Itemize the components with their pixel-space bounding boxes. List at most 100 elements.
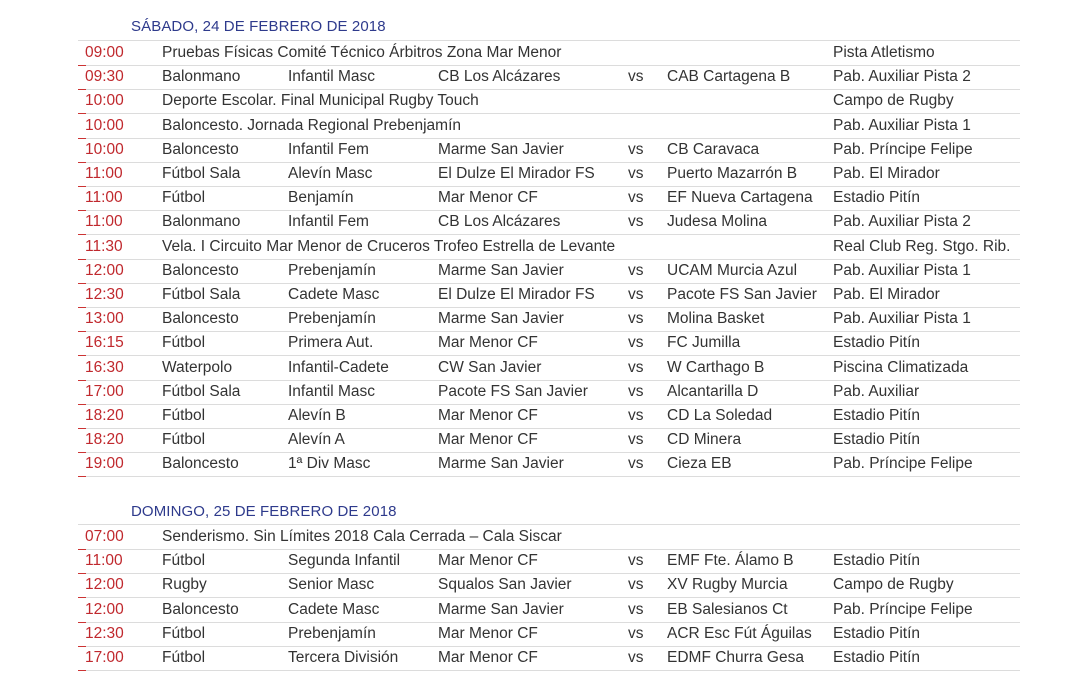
category-cell: Prebenjamín [288, 624, 376, 642]
away-team-cell: EB Salesianos Ct [667, 600, 788, 618]
venue-cell: Estadio Pitín [833, 189, 921, 207]
schedule-row: 10:00 Baloncesto. Jornada Regional Preben… [78, 114, 1020, 139]
schedule-row: 16:15 Fútbol Primera Aut. Mar Menor CF vs FC … [78, 331, 1020, 357]
home-team-cell: Marme San Javier [438, 261, 564, 279]
time-cell: 10:00 [85, 92, 124, 110]
vs-label: vs [628, 576, 644, 594]
home-team-cell: Marme San Javier [438, 310, 564, 328]
home-team-cell: El Dulze El Mirador FS [438, 286, 595, 303]
vs-label: vs [628, 140, 644, 158]
category-cell: Segunda Infantil [288, 552, 401, 570]
divider [78, 40, 1020, 41]
schedule-row: 16:30 Waterpolo Infantil-Cadete CW San Javi… [78, 356, 1020, 381]
category-cell: Prebenjamín [288, 261, 376, 279]
vs-label: vs [628, 213, 644, 231]
category-cell: Prebenjamín [288, 310, 376, 328]
vs-label: vs [628, 407, 644, 424]
vs-label: vs [628, 68, 644, 86]
time-cell: 11:30 [85, 237, 123, 255]
away-team-cell: ACR Esc Fút Águilas [667, 624, 812, 642]
time-cell: 09:30 [85, 68, 124, 86]
schedule-row: 09:30 Balonmano Infantil Masc CB Los Alcáza… [78, 65, 1020, 91]
category-cell: Infantil-Cadete [288, 358, 389, 376]
venue-cell: Pab. Príncipe Felipe [833, 455, 973, 473]
schedule-row: 13:00 Baloncesto Prebenjamín Marme San Javi… [78, 307, 1020, 333]
sport-cell: Rugby [162, 576, 207, 594]
time-cell: 12:00 [85, 600, 124, 618]
venue-cell: Pab. Príncipe Felipe [833, 600, 973, 618]
schedule-row: 17:00 Fútbol Tercera División Mar Menor CF v… [78, 646, 1020, 671]
home-team-cell: Marme San Javier [438, 455, 564, 473]
away-team-cell: W Carthago B [667, 358, 765, 376]
venue-cell: Piscina Climatizada [833, 358, 969, 376]
category-cell: Alevín B [288, 407, 346, 424]
time-cell: 11:00 [85, 165, 123, 182]
venue-cell: Pab. El Mirador [833, 165, 940, 182]
home-team-cell: Mar Menor CF [438, 334, 538, 352]
away-team-cell: CD Minera [667, 431, 742, 449]
venue-cell: Estadio Pitín [833, 334, 921, 352]
away-team-cell: CD La Soledad [667, 407, 773, 424]
vs-label: vs [628, 431, 644, 449]
divider [78, 524, 1020, 525]
home-team-cell: Mar Menor CF [438, 189, 538, 207]
vs-label: vs [628, 189, 644, 207]
home-team-cell: Marme San Javier [438, 600, 564, 618]
time-cell: 19:00 [85, 455, 124, 473]
vs-label: vs [628, 552, 644, 570]
sport-cell: Fútbol [162, 552, 206, 570]
sport-cell: Baloncesto [162, 455, 239, 473]
time-cell: 11:00 [85, 552, 123, 570]
home-team-cell: Squalos San Javier [438, 576, 572, 594]
away-team-cell: Puerto Mazarrón B [667, 165, 798, 182]
venue-cell: Real Club Reg. Stgo. Rib. [833, 237, 1011, 255]
away-team-cell: Cieza EB [667, 455, 732, 473]
category-cell: Benjamín [288, 189, 354, 207]
time-cell: 16:15 [85, 334, 124, 352]
category-cell: Cadete Masc [288, 600, 380, 618]
sport-cell: Fútbol [162, 624, 206, 642]
away-team-cell: EF Nueva Cartagena [667, 189, 813, 207]
time-cell: 09:00 [85, 44, 124, 61]
venue-cell: Pab. Auxiliar Pista 1 [833, 310, 971, 328]
category-cell: Infantil Fem [288, 140, 369, 158]
schedule-row: 12:30 Fútbol Prebenjamín Mar Menor CF vs ACR … [78, 622, 1020, 647]
home-team-cell: Marme San Javier [438, 140, 564, 158]
category-cell: Primera Aut. [288, 334, 374, 352]
home-team-cell: CB Los Alcázares [438, 213, 561, 231]
away-team-cell: Judesa Molina [667, 213, 767, 231]
schedule-row: 10:00 Baloncesto Infantil Fem Marme San Jav… [78, 138, 1020, 163]
schedule-row: 07:00 Senderismo. Sin Límites 2018 Cala C… [78, 525, 1020, 550]
schedule-row: 11:00 Fútbol Sala Alevín Masc El Dulze El M… [78, 162, 1020, 187]
schedule-row: 11:00 Fútbol Benjamín Mar Menor CF vs EF Nuev… [78, 186, 1020, 212]
sport-cell: Fútbol [162, 189, 206, 207]
sport-cell: Waterpolo [162, 358, 233, 376]
time-cell: 13:00 [85, 310, 124, 328]
home-team-cell: CB Los Alcázares [438, 68, 561, 86]
category-cell: Tercera División [288, 649, 399, 666]
vs-label: vs [628, 600, 644, 618]
vs-label: vs [628, 358, 644, 376]
venue-cell: Estadio Pitín [833, 649, 921, 666]
time-cell: 10:00 [85, 140, 124, 158]
category-cell: 1ª Div Masc [288, 455, 371, 473]
schedule-row: 19:00 Baloncesto 1ª Div Masc Marme San Javi… [78, 452, 1020, 478]
event-description: Pruebas Físicas Comité Técnico Árbitros … [162, 44, 562, 61]
home-team-cell: Mar Menor CF [438, 649, 538, 666]
away-team-cell: Alcantarilla D [667, 382, 759, 400]
sport-cell: Baloncesto [162, 310, 239, 328]
time-cell: 11:00 [85, 189, 123, 207]
day-heading: DOMINGO, 25 DE FEBRERO DE 2018 [131, 503, 397, 520]
schedule-row: 12:00 Baloncesto Prebenjamín Marme San Javi… [78, 259, 1020, 284]
sport-cell: Fútbol [162, 431, 206, 449]
vs-label: vs [628, 624, 644, 642]
schedule-row: 11:30 Vela. I Circuito Mar Menor de Cruce… [78, 235, 1020, 260]
schedule-row: 11:00 Fútbol Segunda Infantil Mar Menor CF v… [78, 549, 1020, 575]
venue-cell: Pab. Príncipe Felipe [833, 140, 973, 158]
vs-label: vs [628, 310, 644, 328]
schedule-row: 17:00 Fútbol Sala Infantil Masc Pacote FS S… [78, 380, 1020, 405]
home-team-cell: Mar Menor CF [438, 552, 538, 570]
event-description: Senderismo. Sin Límites 2018 Cala Cerrad… [162, 528, 562, 545]
sport-cell: Baloncesto [162, 261, 239, 279]
day-heading: SÁBADO, 24 DE FEBRERO DE 2018 [131, 18, 386, 35]
